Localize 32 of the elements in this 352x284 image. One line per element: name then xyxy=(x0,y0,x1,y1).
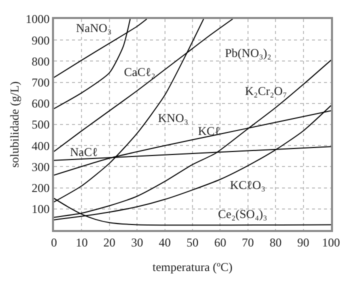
annotation: NaCℓ xyxy=(70,145,98,159)
y-tick-label: 600 xyxy=(32,96,50,111)
x-tick-label: 80 xyxy=(270,235,282,250)
x-tick-label: 0 xyxy=(51,235,57,250)
y-tick-label: 100 xyxy=(32,202,50,216)
x-tick-label: 30 xyxy=(131,235,144,250)
y-tick-label: 700 xyxy=(32,76,50,90)
x-tick-label: 90 xyxy=(297,235,310,250)
y-tick-label: 200 xyxy=(32,181,50,195)
y-axis-title: solubilidade (g/L) xyxy=(7,81,22,168)
y-tick-label: 300 xyxy=(32,160,50,174)
annotation: Ce₂(SO₄)₃ xyxy=(218,207,268,221)
y-tick-label: 800 xyxy=(32,54,50,68)
annotation: KCℓO₃ xyxy=(230,178,266,192)
annotation: CaCℓ₂ xyxy=(124,65,156,79)
x-tick-label: 100 xyxy=(322,235,340,250)
annotation: NaNO₃ xyxy=(76,21,112,35)
annotation: KNO₃ xyxy=(158,111,188,125)
y-tick-label: 500 xyxy=(32,118,50,132)
x-axis-title: temperatura (ºC) xyxy=(152,260,233,274)
x-tick-label: 50 xyxy=(186,235,198,250)
annotation: Pb(NO₃)₂ xyxy=(225,46,272,60)
y-tick-label: 1000 xyxy=(26,12,50,26)
annotation: K₂Cr₂O₇ xyxy=(245,84,287,98)
x-tick-label: 40 xyxy=(158,235,171,250)
x-tick-label: 60 xyxy=(214,235,226,250)
x-tick-label: 20 xyxy=(103,235,116,250)
y-tick-label: 400 xyxy=(32,138,50,153)
annotation: KCℓ xyxy=(198,124,221,138)
x-tick-label: 70 xyxy=(242,235,254,250)
y-tick-label: 900 xyxy=(32,33,50,48)
x-tick-label: 10 xyxy=(76,235,88,250)
